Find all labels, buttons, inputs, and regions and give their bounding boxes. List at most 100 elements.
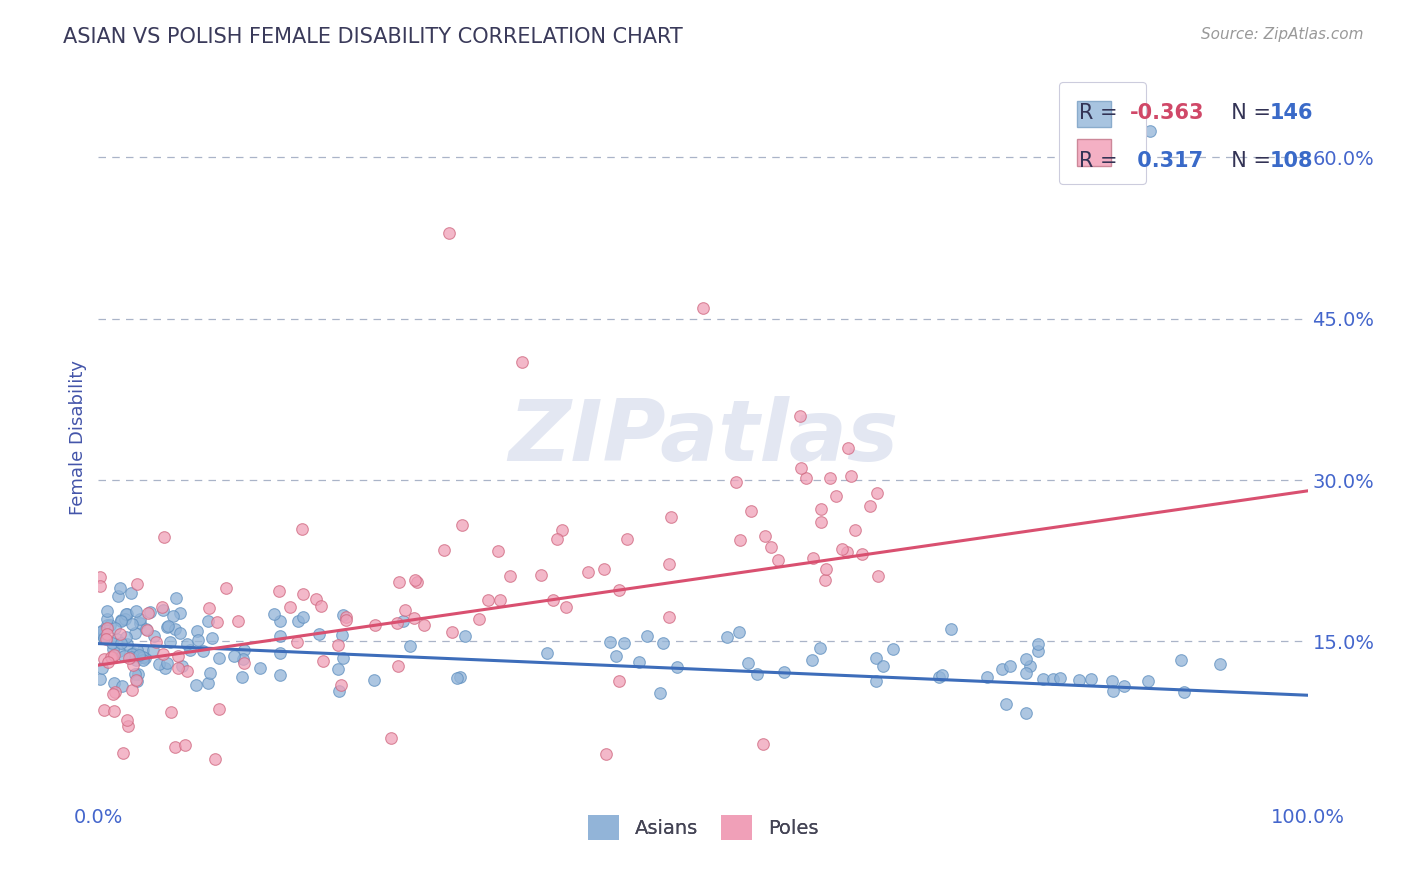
Point — [122, 646, 145, 660]
Point — [93, 652, 115, 666]
Text: ZIPatlas: ZIPatlas — [508, 395, 898, 479]
Point — [108, 626, 131, 640]
Point — [794, 471, 817, 485]
Point — [868, 569, 890, 583]
Text: 0.317: 0.317 — [1129, 151, 1202, 171]
Point — [128, 648, 150, 663]
Point — [808, 640, 831, 655]
Point — [1015, 652, 1038, 666]
Point — [121, 616, 143, 631]
Point — [1026, 643, 1049, 657]
Point — [91, 623, 114, 637]
Point — [176, 637, 198, 651]
Point — [269, 668, 291, 682]
Point — [727, 624, 749, 639]
Point — [613, 636, 636, 650]
Point — [226, 614, 249, 628]
Point — [941, 622, 963, 636]
Point — [536, 646, 558, 660]
Point — [232, 643, 254, 657]
Point — [330, 628, 353, 642]
Point — [127, 667, 149, 681]
Point — [224, 648, 246, 663]
Point — [152, 600, 174, 615]
Point — [134, 651, 156, 665]
Point — [837, 545, 859, 559]
Point — [93, 703, 115, 717]
Point — [174, 738, 197, 752]
Point — [312, 655, 335, 669]
Point — [100, 650, 122, 665]
Point — [125, 673, 148, 687]
Point — [1032, 672, 1054, 686]
Point — [499, 568, 522, 582]
Point — [308, 626, 330, 640]
Point — [232, 651, 254, 665]
Point — [136, 623, 159, 637]
Point — [554, 600, 576, 615]
Point — [278, 599, 301, 614]
Point — [380, 731, 402, 746]
Text: N =: N = — [1218, 151, 1278, 171]
Point — [115, 630, 138, 644]
Point — [152, 603, 174, 617]
Point — [179, 643, 201, 657]
Point — [167, 661, 190, 675]
Point — [1173, 685, 1195, 699]
Text: R =: R = — [1078, 151, 1125, 171]
Point — [1019, 659, 1042, 673]
Point — [607, 674, 630, 689]
Point — [388, 574, 411, 589]
Text: 108: 108 — [1270, 151, 1313, 171]
Point — [186, 633, 208, 648]
Point — [125, 577, 148, 591]
Point — [152, 647, 174, 661]
Point — [208, 651, 231, 665]
Text: ASIAN VS POLISH FEMALE DISABILITY CORRELATION CHART: ASIAN VS POLISH FEMALE DISABILITY CORREL… — [63, 27, 683, 46]
Point — [101, 687, 124, 701]
Point — [111, 679, 134, 693]
Point — [752, 737, 775, 751]
Point — [1137, 673, 1160, 688]
Point — [387, 658, 409, 673]
Point — [269, 629, 291, 643]
Point — [692, 301, 714, 315]
Point — [616, 532, 638, 546]
Point — [94, 632, 117, 646]
Point — [328, 684, 350, 698]
Point — [208, 702, 231, 716]
Text: -0.363: -0.363 — [1129, 103, 1204, 123]
Point — [263, 607, 285, 622]
Point — [994, 697, 1017, 711]
Point — [115, 637, 138, 651]
Point — [991, 662, 1014, 676]
Point — [184, 678, 207, 692]
Point — [292, 609, 315, 624]
Point — [1102, 683, 1125, 698]
Point — [101, 642, 124, 657]
Point — [110, 614, 132, 628]
Point — [291, 522, 314, 536]
Point — [139, 605, 162, 619]
Point — [96, 617, 118, 632]
Point — [467, 612, 489, 626]
Point — [1015, 665, 1038, 680]
Point — [108, 581, 131, 595]
Point — [650, 686, 672, 700]
Point — [129, 612, 152, 626]
Point — [651, 635, 673, 649]
Point — [124, 667, 146, 681]
Point — [1209, 657, 1232, 671]
Point — [142, 642, 165, 657]
Point — [859, 499, 882, 513]
Point — [97, 655, 120, 669]
Point — [489, 593, 512, 607]
Point — [232, 656, 254, 670]
Point — [132, 643, 155, 657]
Point — [287, 614, 309, 628]
Point — [305, 592, 328, 607]
Point — [103, 704, 125, 718]
Point — [125, 674, 148, 689]
Point — [441, 624, 464, 639]
Point — [93, 632, 115, 646]
